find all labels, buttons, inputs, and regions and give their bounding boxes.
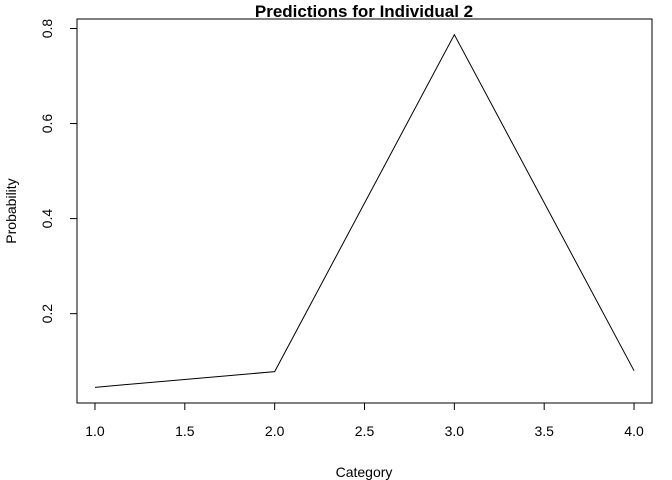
y-tick-label: 0.4 <box>39 209 55 229</box>
chart-title: Predictions for Individual 2 <box>255 2 473 21</box>
y-axis: 0.2 0.4 0.6 0.8 <box>39 19 78 324</box>
x-tick-label: 4.0 <box>624 423 644 439</box>
x-axis-label: Category <box>336 464 393 480</box>
x-tick-label: 1.0 <box>85 423 105 439</box>
y-tick-label: 0.8 <box>39 19 55 39</box>
x-tick-label: 2.0 <box>265 423 285 439</box>
y-tick-label: 0.2 <box>39 304 55 324</box>
y-axis-label: Probability <box>3 178 19 243</box>
x-tick-label: 1.5 <box>175 423 195 439</box>
x-tick-label: 3.5 <box>534 423 554 439</box>
x-tick-label: 3.0 <box>445 423 465 439</box>
x-tick-label: 2.5 <box>355 423 375 439</box>
x-axis: 1.0 1.5 2.0 2.5 3.0 3.5 4.0 <box>85 402 644 439</box>
series-group <box>94 33 635 388</box>
y-tick-label: 0.6 <box>39 114 55 134</box>
series-line <box>94 33 635 388</box>
plot-area-frame <box>76 18 653 404</box>
